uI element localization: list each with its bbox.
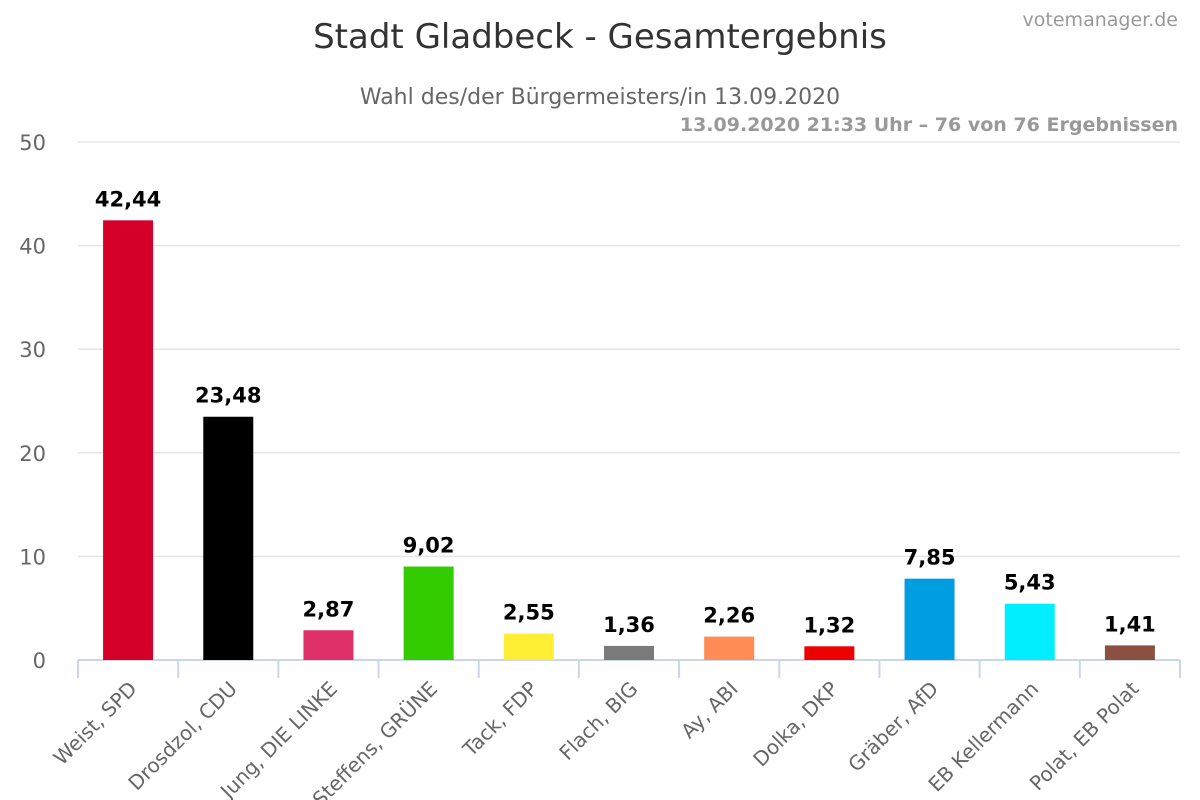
bar: [904, 578, 955, 660]
credits-source[interactable]: votemanager.de: [1023, 9, 1178, 31]
bar: [1104, 645, 1155, 660]
data-label: 1,36: [603, 613, 655, 637]
x-tick-label: Ay, ABI: [676, 677, 743, 744]
data-label: 23,48: [195, 384, 261, 408]
chart-title: Stadt Gladbeck - Gesamtergebnis: [313, 17, 887, 57]
y-tick-label: 20: [19, 442, 46, 466]
x-tick-label: Polat, EB Polat: [1025, 676, 1144, 795]
y-tick-label: 30: [19, 338, 46, 362]
bar: [403, 566, 454, 660]
data-label: 7,85: [904, 546, 956, 570]
data-label: 2,26: [703, 604, 755, 628]
y-tick-label: 40: [19, 235, 46, 259]
data-label: 42,44: [95, 187, 161, 211]
data-label: 2,55: [503, 601, 555, 625]
bar: [704, 636, 755, 660]
bar: [804, 646, 855, 660]
y-tick-label: 0: [33, 649, 46, 673]
x-tick-label: Gräber, AfD: [843, 677, 943, 777]
data-label: 2,87: [303, 597, 355, 621]
data-label: 1,41: [1104, 612, 1156, 636]
bar: [1004, 603, 1055, 660]
bar: [203, 416, 254, 660]
bar: [604, 645, 654, 660]
y-tick-label: 10: [19, 545, 46, 569]
x-tick-label: Tack, FDP: [457, 677, 542, 762]
chart-subtitle: Wahl des/der Bürgermeisters/in 13.09.202…: [360, 85, 840, 110]
credits-timestamp: 13.09.2020 21:33 Uhr – 76 von 76 Ergebni…: [680, 114, 1178, 136]
data-label: 5,43: [1004, 571, 1056, 595]
x-tick-label: Dolka, DKP: [748, 677, 843, 772]
bar: [103, 220, 154, 660]
bar: [303, 630, 354, 660]
x-tick-label: Weist, SPD: [49, 677, 142, 770]
data-label: 1,32: [803, 613, 855, 637]
y-tick-label: 50: [19, 131, 46, 155]
data-label: 9,02: [403, 534, 455, 558]
x-tick-label: Flach, BIG: [554, 677, 642, 765]
bar: [503, 633, 554, 660]
